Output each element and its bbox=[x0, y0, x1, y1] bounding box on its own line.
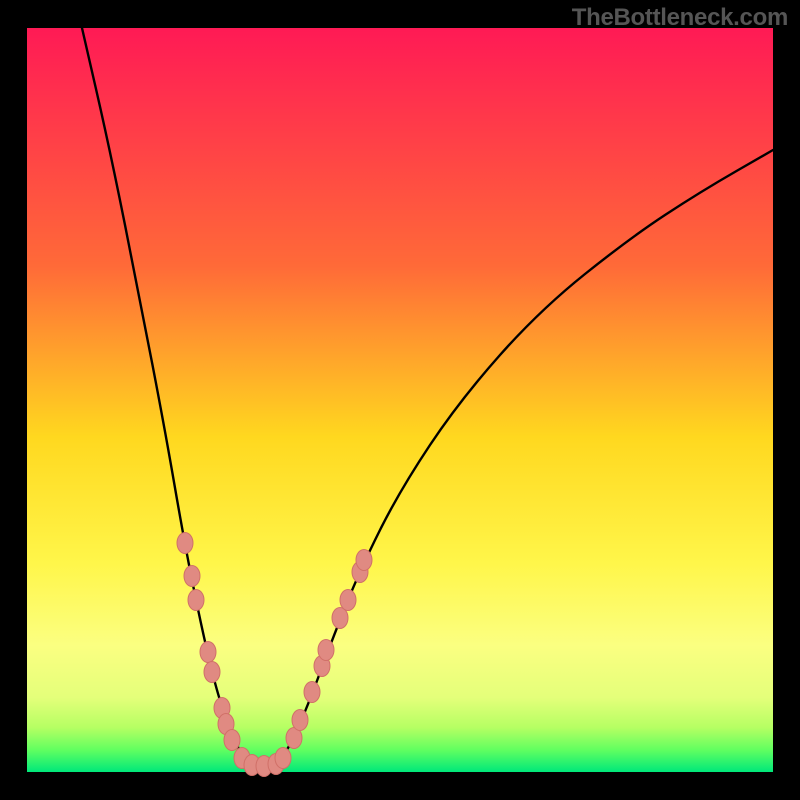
data-marker bbox=[318, 640, 334, 661]
watermark-text: TheBottleneck.com bbox=[572, 4, 788, 32]
data-marker bbox=[204, 662, 220, 683]
scatter-v-curve-plot bbox=[0, 0, 800, 800]
data-marker bbox=[177, 533, 193, 554]
data-marker bbox=[200, 642, 216, 663]
data-marker bbox=[188, 590, 204, 611]
data-marker bbox=[292, 710, 308, 731]
chart-background bbox=[27, 28, 773, 772]
data-marker bbox=[332, 608, 348, 629]
data-marker bbox=[340, 590, 356, 611]
data-marker bbox=[224, 730, 240, 751]
data-marker bbox=[275, 748, 291, 769]
chart-root: TheBottleneck.com bbox=[0, 0, 800, 800]
data-marker bbox=[184, 566, 200, 587]
data-marker bbox=[304, 682, 320, 703]
data-marker bbox=[356, 550, 372, 571]
